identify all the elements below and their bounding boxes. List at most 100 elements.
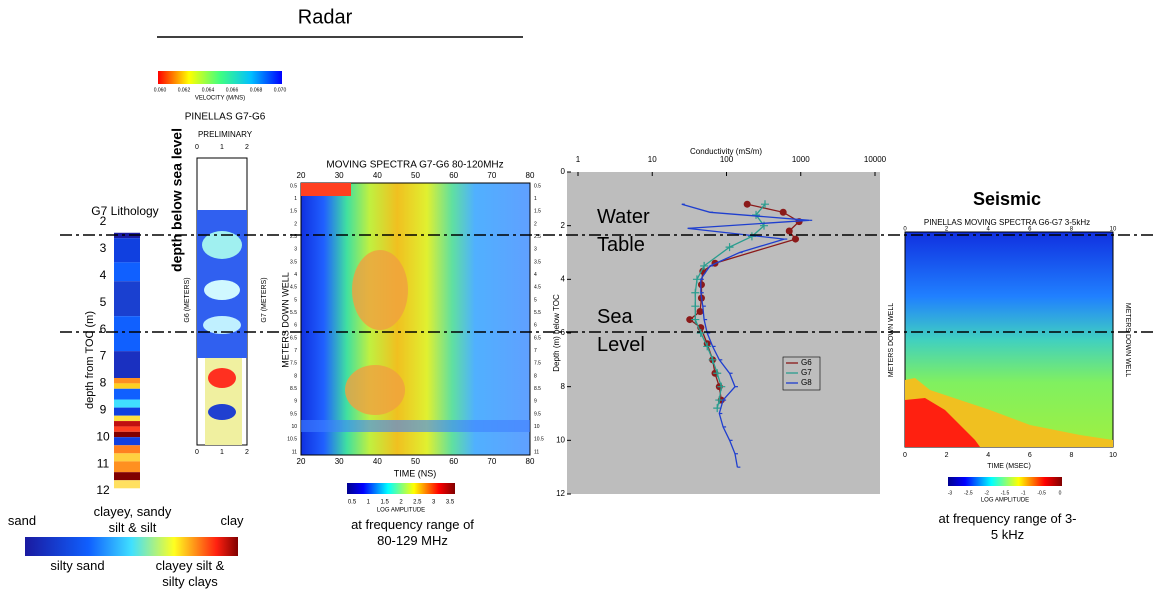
colorbar-tick-label: 3 <box>432 500 436 506</box>
y-tick-label: 11 <box>292 449 297 455</box>
x-tick-label: 70 <box>487 171 496 180</box>
velocity-field <box>203 316 241 334</box>
y-tick-label: 6.5 <box>534 335 541 341</box>
radar-ylabel: METERS DOWN WELL <box>280 272 290 368</box>
y-tick-label: 9.5 <box>290 411 297 417</box>
lithology-band <box>114 383 140 389</box>
y-tick-label: 1 <box>534 196 537 202</box>
legend-label: clay <box>220 513 244 528</box>
seismic-title: Seismic <box>973 189 1041 209</box>
y-tick-label: 6 <box>100 322 107 336</box>
annotation: Sea Level <box>597 306 645 356</box>
x-tick-label: 0 <box>195 144 199 151</box>
y-tick-label: 8.5 <box>534 386 541 392</box>
marker <box>696 308 704 316</box>
y-tick-label: 4.5 <box>534 285 541 291</box>
y-tick-label: 6 <box>561 328 566 337</box>
x-tick-label: 8 <box>1070 227 1074 233</box>
marker <box>700 261 709 270</box>
y-tick-label: 6 <box>294 323 297 329</box>
seismic-colorbar-label: LOG AMPLITUDE <box>981 498 1029 504</box>
y-tick-label: 2 <box>534 221 537 227</box>
lithology-colorbar <box>25 537 238 556</box>
seismic-colorbar <box>948 477 1062 486</box>
y-tick-label: 6.5 <box>290 335 297 341</box>
marker <box>779 208 787 216</box>
colorbar-tick-label: 2 <box>399 500 403 506</box>
marker <box>703 342 712 351</box>
lithology-band <box>114 351 140 379</box>
lithology-band <box>114 431 140 438</box>
lithology-column <box>114 232 140 489</box>
colorbar-tick-label: 3.5 <box>446 500 455 506</box>
lithology-band <box>114 437 140 446</box>
seismic-xlabel: TIME (MSEC) <box>987 463 1031 470</box>
x-tick-label: 20 <box>297 457 306 466</box>
y-tick-label: 5 <box>294 297 297 303</box>
y-tick-label: 10.5 <box>287 437 297 443</box>
lithology-band <box>114 421 140 427</box>
y-tick-label: 7.5 <box>534 361 541 367</box>
x-tick-label: 0 <box>195 449 199 456</box>
y-tick-label: 4.5 <box>290 285 297 291</box>
x-tick-label: 2 <box>945 227 949 233</box>
lithology-band <box>114 445 140 454</box>
colorbar-tick-label: 0.062 <box>178 87 191 93</box>
colorbar-tick-label: 0 <box>1059 490 1062 496</box>
colorbar-tick-label: 1.5 <box>380 500 389 506</box>
x-tick-label: 50 <box>411 171 420 180</box>
x-tick-label: 1 <box>220 144 224 151</box>
y-tick-label: 7 <box>534 348 537 354</box>
radar-heatmap <box>300 182 531 456</box>
radar-colorbar-label: LOG AMPLITUDE <box>377 508 425 514</box>
marker <box>752 210 761 219</box>
lithology-band <box>114 415 140 422</box>
y-tick-label: 3 <box>100 241 107 255</box>
depth-label: depth below sea level <box>169 128 185 272</box>
marker <box>713 369 722 378</box>
y-tick-label: 8 <box>294 373 297 379</box>
lithology-band <box>114 262 140 282</box>
legend-label: silty sand <box>50 558 105 573</box>
y-tick-label: 2 <box>561 221 566 230</box>
radar-caption: at frequency range of 80-129 MHz <box>351 517 474 548</box>
radar-spectra-title: MOVING SPECTRA G7-G6 80-120MHz <box>326 160 503 171</box>
y-tick-label: 10 <box>96 429 110 443</box>
y-tick-label: 3.5 <box>534 259 541 265</box>
colorbar-tick-label: 0.070 <box>274 87 287 93</box>
x-tick-label: 1 <box>576 155 581 164</box>
x-tick-label: 10 <box>1110 227 1117 233</box>
seismic-heatmap <box>905 398 980 447</box>
lithology-band <box>114 407 140 416</box>
colorbar-tick-label: 0.060 <box>154 87 167 93</box>
x-tick-label: 6 <box>1028 227 1032 233</box>
y-tick-label: 6 <box>534 323 537 329</box>
marker <box>717 382 726 391</box>
y-tick-label: 10.5 <box>534 437 544 443</box>
x-tick-label: 30 <box>335 457 344 466</box>
lithology-band <box>114 316 140 352</box>
conductivity-chart: 1 10 100 1000 10000 0 2 4 6 8 10 12 Water Table Sea Lev… <box>556 155 887 498</box>
legend-label: G7 <box>801 368 812 377</box>
y-tick-label: 9 <box>534 399 537 405</box>
radar-heatmap <box>352 250 408 330</box>
lithology-band <box>114 238 140 263</box>
x-tick-label: 8 <box>1069 452 1073 459</box>
lithology-band <box>114 388 140 400</box>
seismic-ylabel: METERS DOWN WELL <box>1124 303 1131 377</box>
y-tick-label: 4 <box>100 268 107 282</box>
y-tick-label: 0.5 <box>534 183 541 189</box>
y-tick-label: 8 <box>561 382 566 391</box>
y-tick-label: 3.5 <box>290 259 297 265</box>
colorbar-tick-label: -3 <box>948 490 953 496</box>
marker <box>691 315 700 324</box>
lithology-ylabel: depth from TOC (m) <box>84 311 96 409</box>
marker <box>715 396 724 405</box>
x-tick-label: 100 <box>720 155 734 164</box>
x-tick-label: 40 <box>373 171 382 180</box>
x-tick-label: 6 <box>1028 452 1032 459</box>
y-axis-label: Depth (m) below TOC <box>552 294 561 372</box>
y-tick-label: 12 <box>96 483 110 497</box>
y-tick-label: 10 <box>556 435 565 444</box>
